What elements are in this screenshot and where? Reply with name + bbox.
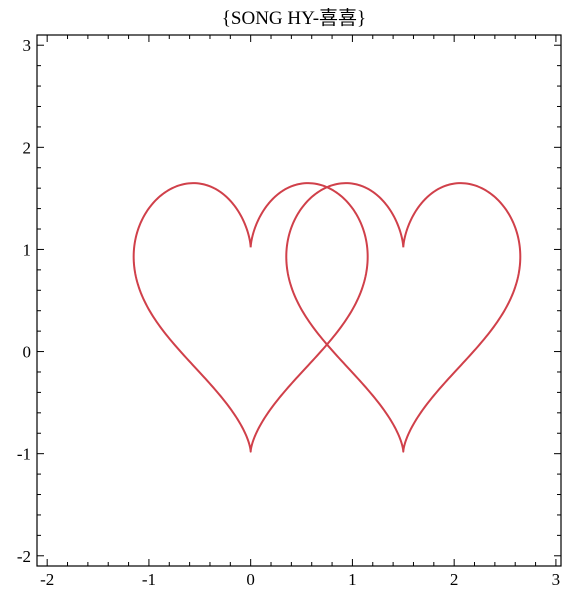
plot-frame (36, 34, 562, 567)
series-group (132, 182, 522, 453)
y-tick-label: 3 (23, 36, 32, 55)
heart-series-1 (132, 182, 369, 453)
x-tick-label: -2 (40, 570, 54, 589)
chart-title: {SONG HY-喜喜} (222, 7, 366, 29)
y-tick-label: 2 (23, 138, 32, 157)
x-tick-label: 3 (552, 570, 561, 589)
x-tick-label: 0 (246, 570, 255, 589)
x-tick-label: 2 (450, 570, 459, 589)
axis-ticks (37, 35, 561, 566)
y-tick-label: 1 (23, 240, 32, 259)
axis-tick-labels: -2 -1 0 1 2 3 -2 -1 0 1 2 3 (17, 36, 560, 589)
x-tick-label: -1 (142, 570, 156, 589)
heart-series-2 (285, 182, 522, 453)
y-tick-label: -1 (17, 445, 31, 464)
y-tick-label: 0 (23, 343, 32, 362)
x-tick-label: 1 (348, 570, 357, 589)
y-tick-label: -2 (17, 547, 31, 566)
